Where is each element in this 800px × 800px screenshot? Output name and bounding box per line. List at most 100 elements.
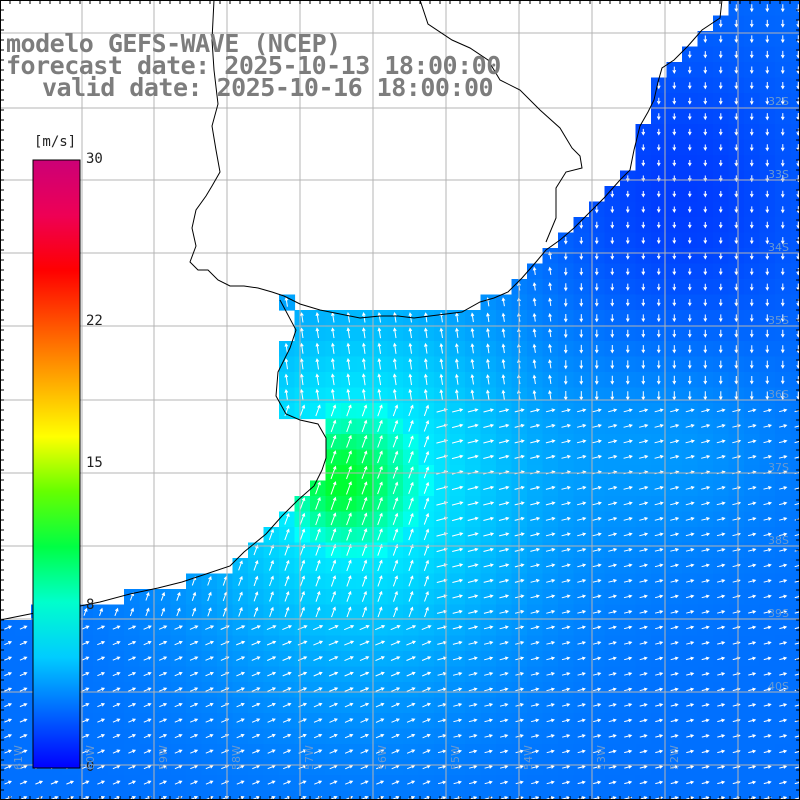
wind-arrow — [672, 360, 677, 370]
wind-speed-cell — [465, 790, 482, 800]
colorbar-tick-label: 22 — [86, 313, 103, 330]
longitude-label: 54W — [522, 745, 535, 770]
wind-arrow — [610, 268, 615, 276]
wind-arrow — [486, 374, 490, 385]
wind-arrow — [315, 373, 320, 386]
wind-arrow — [780, 113, 785, 121]
wind-arrow — [672, 283, 677, 291]
wind-arrow — [641, 206, 646, 214]
wind-arrow — [455, 358, 459, 370]
wind-arrow — [672, 252, 677, 260]
wind-arrow — [424, 312, 428, 323]
wind-speed-cell — [759, 790, 776, 800]
wind-arrow — [749, 113, 754, 121]
wind-arrow — [734, 4, 739, 13]
wind-arrow — [455, 343, 459, 354]
wind-arrow — [718, 97, 723, 105]
wind-arrow — [532, 297, 537, 307]
wind-speed-cell — [790, 325, 800, 342]
wind-arrow — [749, 329, 754, 338]
wind-arrow — [408, 327, 413, 339]
wind-arrow — [594, 329, 599, 338]
wind-arrow — [563, 314, 568, 323]
wind-arrow — [284, 388, 289, 401]
wind-arrow — [765, 252, 770, 260]
wind-arrow — [470, 343, 475, 354]
wind-arrow — [718, 252, 723, 260]
wind-arrow — [579, 344, 584, 354]
wind-arrow — [625, 221, 630, 229]
latitude-label: 36S — [768, 388, 789, 401]
wind-arrow — [703, 222, 708, 229]
wind-arrow — [610, 252, 615, 260]
longitude-label: 59W — [157, 745, 170, 770]
wind-arrow — [780, 19, 785, 28]
wind-arrow — [610, 283, 615, 292]
wind-arrow — [579, 237, 584, 245]
wind-arrow — [532, 359, 537, 369]
longitude-label: 57W — [303, 745, 316, 770]
wind-arrow — [579, 314, 584, 323]
wind-arrow — [532, 374, 537, 385]
wind-speed-cell — [790, 263, 800, 280]
wind-arrow — [656, 128, 661, 136]
wind-arrow — [765, 97, 770, 105]
wind-arrow — [780, 82, 785, 90]
wind-speed-cell — [542, 790, 559, 800]
wind-arrow — [656, 206, 661, 214]
wind-arrow — [579, 283, 584, 292]
wind-arrow — [672, 375, 677, 385]
wind-arrow — [734, 314, 739, 323]
wind-arrow — [563, 329, 568, 339]
wind-arrow — [749, 190, 754, 198]
wind-arrow — [749, 4, 754, 13]
wind-arrow — [734, 376, 739, 385]
wind-arrow — [718, 144, 723, 152]
wind-arrow — [734, 159, 739, 167]
wind-arrow — [765, 190, 770, 198]
wind-arrow — [594, 345, 599, 354]
wind-arrow — [765, 314, 770, 323]
wind-arrow — [749, 360, 754, 369]
wind-speed-cell — [790, 93, 800, 110]
wind-arrow — [703, 113, 708, 121]
wind-arrow — [687, 252, 692, 260]
longitude-label: 53W — [595, 745, 608, 770]
wind-arrow — [703, 191, 708, 198]
wind-arrow — [579, 329, 584, 339]
wind-arrow — [501, 343, 506, 354]
wind-arrow — [734, 283, 739, 291]
wind-arrow — [718, 128, 723, 136]
wind-arrow — [641, 268, 646, 276]
wind-arrow — [687, 113, 692, 121]
wind-arrow — [687, 82, 692, 90]
wind-speed-cell — [790, 387, 800, 404]
wind-speed-cell — [744, 790, 761, 800]
wind-arrow — [501, 297, 506, 307]
wind-arrow — [501, 374, 506, 385]
wind-arrow — [625, 237, 630, 245]
wind-arrow — [346, 342, 351, 354]
wind-arrow — [330, 357, 335, 370]
wind-speed-cell — [775, 790, 792, 800]
wind-arrow — [703, 345, 708, 354]
colorbar-tick-label: 30 — [86, 151, 103, 167]
wind-arrow — [501, 358, 506, 369]
wind-arrow — [641, 283, 646, 291]
wind-arrow — [299, 373, 304, 386]
wind-arrow — [765, 82, 770, 90]
wind-speed-cell — [573, 790, 590, 800]
latitude-label: 40S — [768, 680, 789, 693]
wind-arrow — [718, 329, 723, 338]
wind-speed-cell — [790, 170, 800, 187]
wind-arrow — [672, 329, 677, 338]
wind-arrow — [625, 299, 630, 307]
wind-arrow — [346, 327, 351, 339]
wind-arrow — [718, 345, 723, 354]
wind-arrow — [703, 314, 708, 323]
wind-arrow — [780, 144, 785, 152]
wind-arrow — [703, 206, 708, 214]
wind-arrow — [703, 268, 708, 276]
colorbar — [32, 159, 81, 769]
wind-arrow — [594, 221, 599, 229]
